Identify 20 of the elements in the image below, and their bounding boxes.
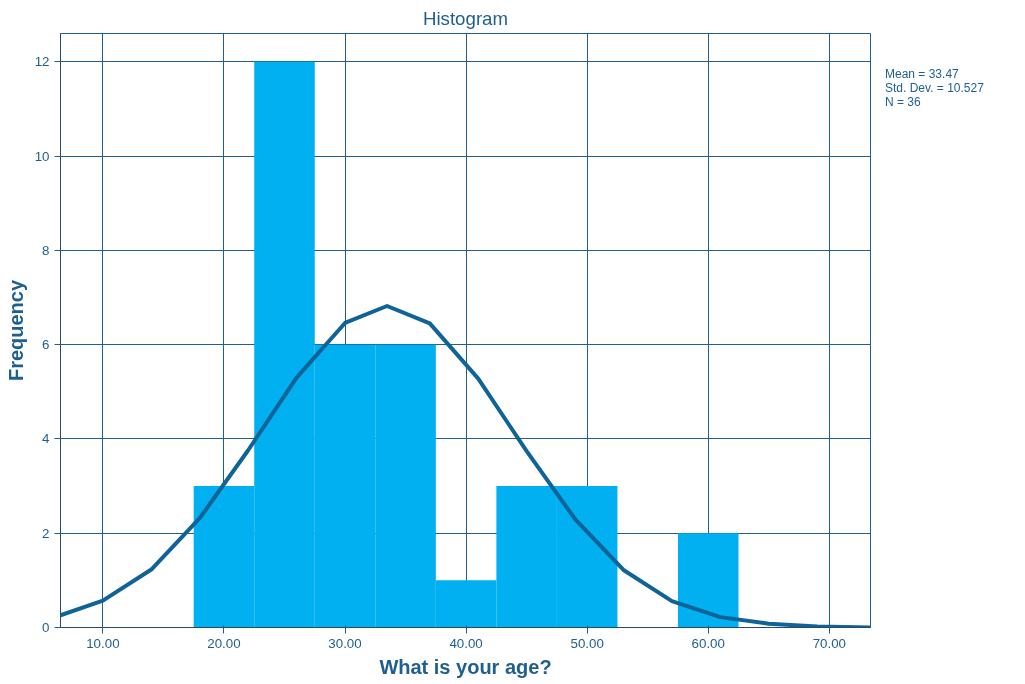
- y-tick-label: 2: [42, 525, 50, 541]
- x-tick-label: 50.00: [570, 635, 604, 651]
- y-tick-label: 10: [34, 148, 50, 164]
- text: Std. Dev. = 10.527: [885, 81, 984, 95]
- y-tick-label: 4: [42, 431, 51, 447]
- y-tick-label: 12: [34, 54, 50, 70]
- x-tick-label: 20.00: [207, 635, 241, 651]
- x-tick-label: 10.00: [86, 635, 120, 651]
- text: N = 36: [885, 95, 922, 109]
- x-tick-label: 60.00: [691, 635, 725, 651]
- x-axis-title: What is your age?: [379, 655, 552, 678]
- y-tick-label: 6: [42, 337, 50, 353]
- x-tick-label: 40.00: [449, 635, 483, 651]
- text: Mean = 33.47: [885, 67, 960, 81]
- x-tick-label: 30.00: [328, 635, 362, 651]
- chart-title: Histogram: [423, 7, 509, 29]
- y-tick-label: 0: [42, 620, 50, 635]
- x-tick-label: 70.00: [812, 635, 847, 651]
- y-axis-title: Frequency: [4, 279, 27, 382]
- y-tick-label: 8: [42, 242, 50, 258]
